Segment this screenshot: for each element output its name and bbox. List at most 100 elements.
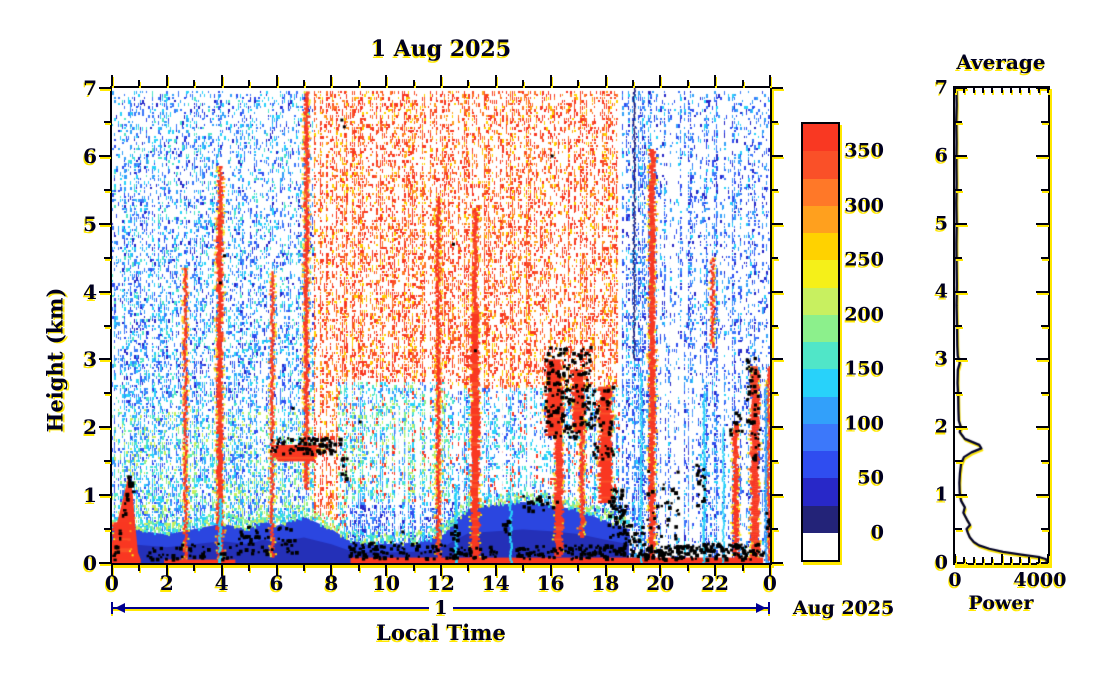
x-tick-label: 2 xyxy=(159,571,174,595)
month-year-label: Aug 2025 xyxy=(793,597,895,619)
tick-mark xyxy=(741,80,744,86)
tick-mark xyxy=(99,87,110,89)
tick-mark xyxy=(1019,88,1022,93)
tick-mark xyxy=(772,426,783,429)
x-tick-label: 16 xyxy=(536,571,565,595)
tick-mark xyxy=(1037,557,1040,563)
tick-mark xyxy=(275,565,278,576)
tick-mark xyxy=(955,154,967,157)
tick-mark xyxy=(741,565,744,571)
avg-x-tick-label: 4000 xyxy=(1013,569,1067,591)
tick-mark xyxy=(1041,324,1048,327)
colorbar-frame xyxy=(801,122,840,562)
tick-mark xyxy=(99,562,110,564)
tick-mark xyxy=(1036,494,1048,497)
colorbar-segment xyxy=(803,151,838,179)
y-tick-label: 6 xyxy=(83,143,97,168)
tick-mark xyxy=(577,565,580,571)
avg-y-tick-label: 0 xyxy=(934,551,948,574)
tick-mark xyxy=(1036,562,1048,564)
tick-mark xyxy=(955,87,967,89)
tick-mark xyxy=(104,528,110,531)
x-axis-label: Local Time xyxy=(376,620,506,645)
colorbar-segment xyxy=(803,478,838,506)
tick-mark xyxy=(248,565,251,571)
colorbar-segment xyxy=(803,342,838,370)
main-plot-frame xyxy=(110,86,772,565)
tick-mark xyxy=(972,88,975,93)
tick-mark xyxy=(1041,256,1048,259)
colorbar-gradient xyxy=(803,124,838,560)
colorbar-segment xyxy=(803,233,838,261)
day-span-line-right xyxy=(453,607,769,609)
tick-mark xyxy=(769,75,771,86)
tick-mark xyxy=(772,222,783,225)
x-tick-label: 0 xyxy=(105,571,119,595)
tick-mark xyxy=(1009,88,1012,93)
backscatter-heatmap-canvas xyxy=(112,88,770,563)
tick-mark xyxy=(686,565,689,571)
tick-mark xyxy=(1041,460,1048,463)
tick-mark xyxy=(99,222,110,225)
tick-mark xyxy=(1036,290,1048,293)
x-tick-label: 0 xyxy=(763,571,777,595)
tick-mark xyxy=(220,565,223,576)
colorbar-tick-label: 150 xyxy=(844,357,884,380)
tick-mark xyxy=(99,426,110,429)
average-profile-canvas xyxy=(955,88,1048,563)
colorbar-segment xyxy=(803,287,838,315)
tick-mark xyxy=(604,565,607,576)
tick-mark xyxy=(1019,557,1022,563)
tick-mark xyxy=(631,565,634,571)
tick-mark xyxy=(330,565,333,576)
tick-mark xyxy=(1036,87,1048,89)
y-tick-label: 3 xyxy=(83,347,97,372)
colorbar-segment xyxy=(803,260,838,288)
tick-mark xyxy=(111,75,113,86)
tick-mark xyxy=(954,554,956,563)
tick-mark xyxy=(955,562,967,564)
tick-mark xyxy=(99,494,110,497)
tick-mark xyxy=(963,557,966,563)
tick-mark xyxy=(275,75,278,86)
colorbar-segment xyxy=(803,369,838,397)
day-span-start-bar xyxy=(111,602,113,614)
tick-mark xyxy=(955,392,962,395)
tick-mark xyxy=(1000,554,1003,563)
tick-mark xyxy=(955,222,967,225)
y-tick-label: 5 xyxy=(83,211,97,236)
tick-mark xyxy=(1041,120,1048,123)
y-tick-label: 1 xyxy=(83,483,97,508)
tick-mark xyxy=(549,565,552,576)
tick-mark xyxy=(1009,557,1012,563)
tick-mark xyxy=(955,120,962,123)
tick-mark xyxy=(440,565,442,576)
tick-mark xyxy=(412,80,415,86)
tick-mark xyxy=(104,460,110,463)
tick-mark xyxy=(1036,358,1048,361)
tick-mark xyxy=(385,75,388,86)
colorbar-segment xyxy=(803,505,838,533)
tick-mark xyxy=(772,528,778,531)
tick-mark xyxy=(302,565,305,571)
y-tick-label: 0 xyxy=(83,551,97,575)
tick-mark xyxy=(357,565,360,571)
avg-plot-frame xyxy=(953,86,1050,565)
tick-mark xyxy=(1037,88,1040,93)
tick-mark xyxy=(104,256,110,259)
tick-mark xyxy=(772,494,783,497)
tick-mark xyxy=(111,565,113,576)
tick-mark xyxy=(104,120,110,123)
tick-mark xyxy=(604,75,607,86)
colorbar-tick-label: 50 xyxy=(857,466,884,489)
tick-mark xyxy=(522,565,525,571)
colorbar-segment xyxy=(803,178,838,206)
day-span-right-arrow-icon xyxy=(756,603,766,613)
tick-mark xyxy=(772,392,778,395)
tick-mark xyxy=(631,80,634,86)
x-tick-label: 22 xyxy=(701,571,730,595)
tick-mark xyxy=(955,528,962,531)
avg-y-tick-label: 2 xyxy=(934,415,948,438)
tick-mark xyxy=(1036,222,1048,225)
